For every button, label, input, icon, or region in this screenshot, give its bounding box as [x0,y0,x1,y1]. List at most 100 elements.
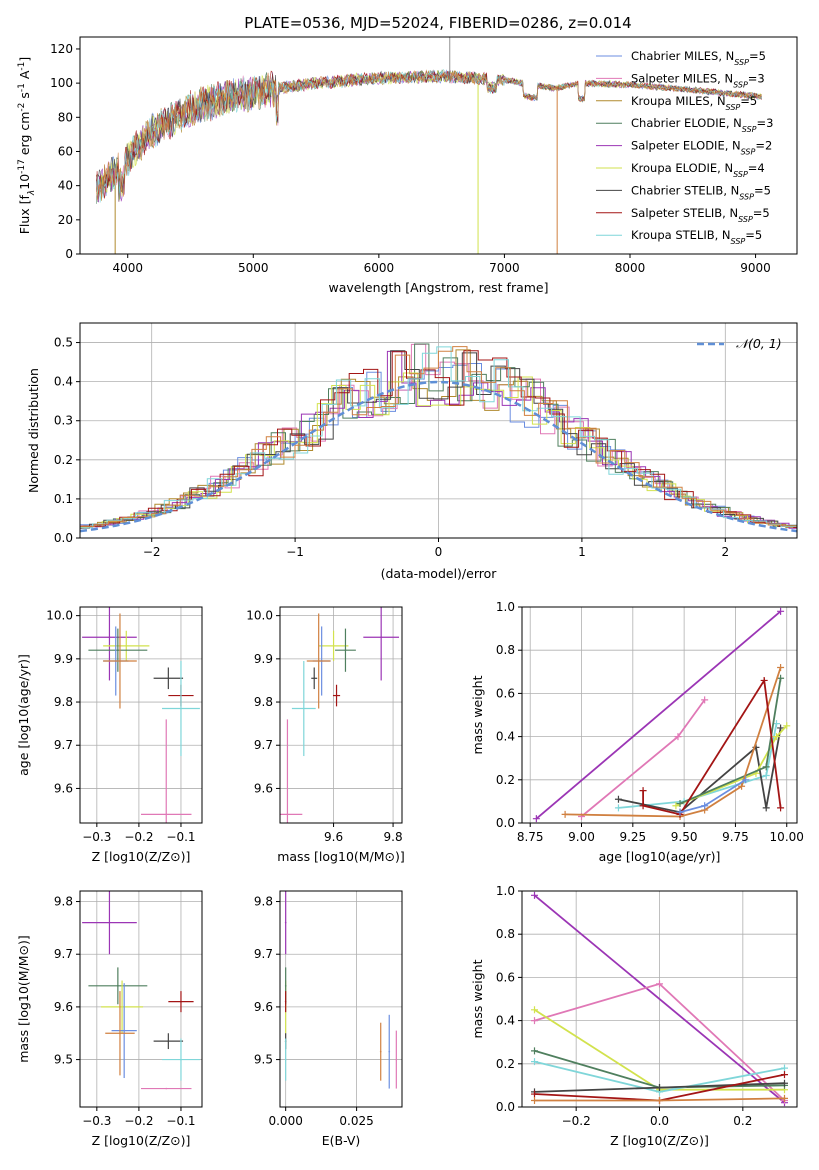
spectrum-frame [79,36,798,255]
age-mass-point [303,707,305,710]
hist-legend-label: 𝒩(0, 1) [736,336,782,351]
age-mass-point [332,645,335,647]
spectrum-x-tick-label: 9000 [740,261,771,275]
spectrum-x-tick-label: 4000 [112,261,143,275]
mass-z-point [180,1058,182,1061]
age-mass-y-tick-label: 9.8 [254,695,273,709]
mass-ebv-point [284,985,287,987]
weight-age-marker [777,674,785,682]
weight-age-ylabel: mass weight [470,675,485,754]
hist-series-step [80,350,797,529]
age-mass-point [344,649,347,651]
legend-label-sub: SSP [733,80,748,89]
age-z-x-tick-label: −0.2 [124,830,153,844]
mass-z-y-tick-label: 9.5 [54,1053,73,1067]
mass-ebv-point [284,921,287,924]
weight-age-frame [521,606,798,824]
mass-z-y-tick-label: 9.6 [54,1000,73,1014]
legend-label-name: Salpeter ELODIE, N [631,139,741,153]
spectrum-ylabel-part: s [17,92,32,103]
weight-z-marker [531,1047,538,1055]
weight-age-marker [777,804,785,812]
spectrum-x-tick-label: 6000 [364,261,395,275]
age-mass-point [313,677,316,680]
legend-label-name: Kroupa ELODIE, N [631,161,733,175]
weight-z-y-tick-label: 0.4 [496,1014,515,1028]
weight-z-x-tick-label: 0.0 [650,1114,669,1128]
age-z-y-tick-label: 9.8 [54,695,73,709]
hist-xlabel: (data-model)/error [381,566,498,581]
weight-z-marker [781,1064,788,1072]
spectrum-y-tick-label: 120 [50,42,73,56]
age-z-point [108,636,111,639]
hist-ylabel: Normed distribution [26,368,41,493]
mass-z-point [121,1006,123,1008]
weight-z-marker [531,891,538,899]
age-mass-y-tick-label: 9.6 [254,781,273,795]
weight-z-marker [781,1071,788,1079]
legend-label-sub: SSP [731,237,746,246]
weight-age-marker [777,663,785,671]
spectrum-legend-label: Chabrier MILES, NSSP=5 [631,49,766,67]
age-mass-point [335,694,338,697]
weight-age-series-line [535,610,782,820]
spectrum-ylabel-part: A [17,70,32,83]
weight-z-xlabel: Z [log10(Z/Z⊙)] [610,1133,709,1148]
mass-z-point [117,985,119,987]
age-z-x-tick-label: −0.1 [166,830,195,844]
mass-ebv-y-tick-label: 9.5 [254,1053,273,1067]
legend-label-sub: SSP [734,58,749,67]
weight-z-marker [531,1006,538,1014]
weight-age-marker [672,802,680,810]
weight-age-marker [674,733,682,741]
spectrum-lines [96,37,762,254]
spectrum-legend-label: Kroupa STELIB, NSSP=5 [631,228,762,246]
spectrum-y-tick-label: 80 [58,110,73,124]
weight-age-marker [614,804,622,812]
age-z-point [167,677,170,680]
legend-label-sub: SSP [733,170,748,179]
age-z-y-tick-label: 9.9 [54,652,73,666]
weight-age-marker [762,771,770,779]
spectrum-ylabel-part: erg cm [17,112,32,160]
spectrum-x-tick-label: 8000 [615,261,646,275]
age-z-frame [79,606,203,824]
hist-x-tick-label: 2 [721,545,729,559]
mass-ebv-point [388,1050,391,1053]
mass-z-frame [79,890,203,1108]
legend-label-count: =5 [749,49,766,63]
mass-ebv-y-tick-label: 9.6 [254,1000,273,1014]
weight-age-marker [738,782,746,790]
mass-ebv-y-tick-label: 9.7 [254,947,273,961]
weight-age-marker [777,607,785,615]
spectrum-legend-label: Kroupa MILES, NSSP=5 [631,94,757,112]
mass-ebv-point [379,1050,382,1053]
mass-z-x-tick-label: −0.2 [124,1114,153,1128]
legend-label-count: =5 [745,228,762,242]
weight-age-y-tick-label: 0.6 [496,686,515,700]
hist-steps [80,343,797,533]
hist-y-tick-label: 0.4 [54,375,73,389]
weight-age-marker [760,676,768,684]
weight-z-marker [656,1097,663,1105]
weight-age-series-line [675,725,788,807]
age-z-point [125,645,128,647]
mass-z-point [108,921,111,924]
spectrum-series-line [96,69,762,201]
legend-label-sub: SSP [741,147,756,156]
mass-ebv-x-tick-label: 0.025 [339,1114,373,1128]
age-z-x-tick-label: −0.3 [82,830,111,844]
age-mass-points [280,607,400,823]
age-mass-y-tick-label: 10.0 [246,609,273,623]
weight-age-marker [783,722,791,730]
age-mass-xlabel: mass [log10(M/M⊙)] [277,849,405,864]
hist-y-tick-label: 0.3 [54,414,73,428]
age-mass-y-tick-label: 9.7 [254,738,273,752]
legend-label-name: Kroupa STELIB, N [631,228,731,242]
weight-age-marker [701,802,709,810]
weight-z-lines [531,891,788,1107]
hist-frame [79,322,798,539]
hist-series-step [80,343,797,528]
hist-x-tick-label: −1 [286,545,304,559]
age-z-points [82,607,200,823]
